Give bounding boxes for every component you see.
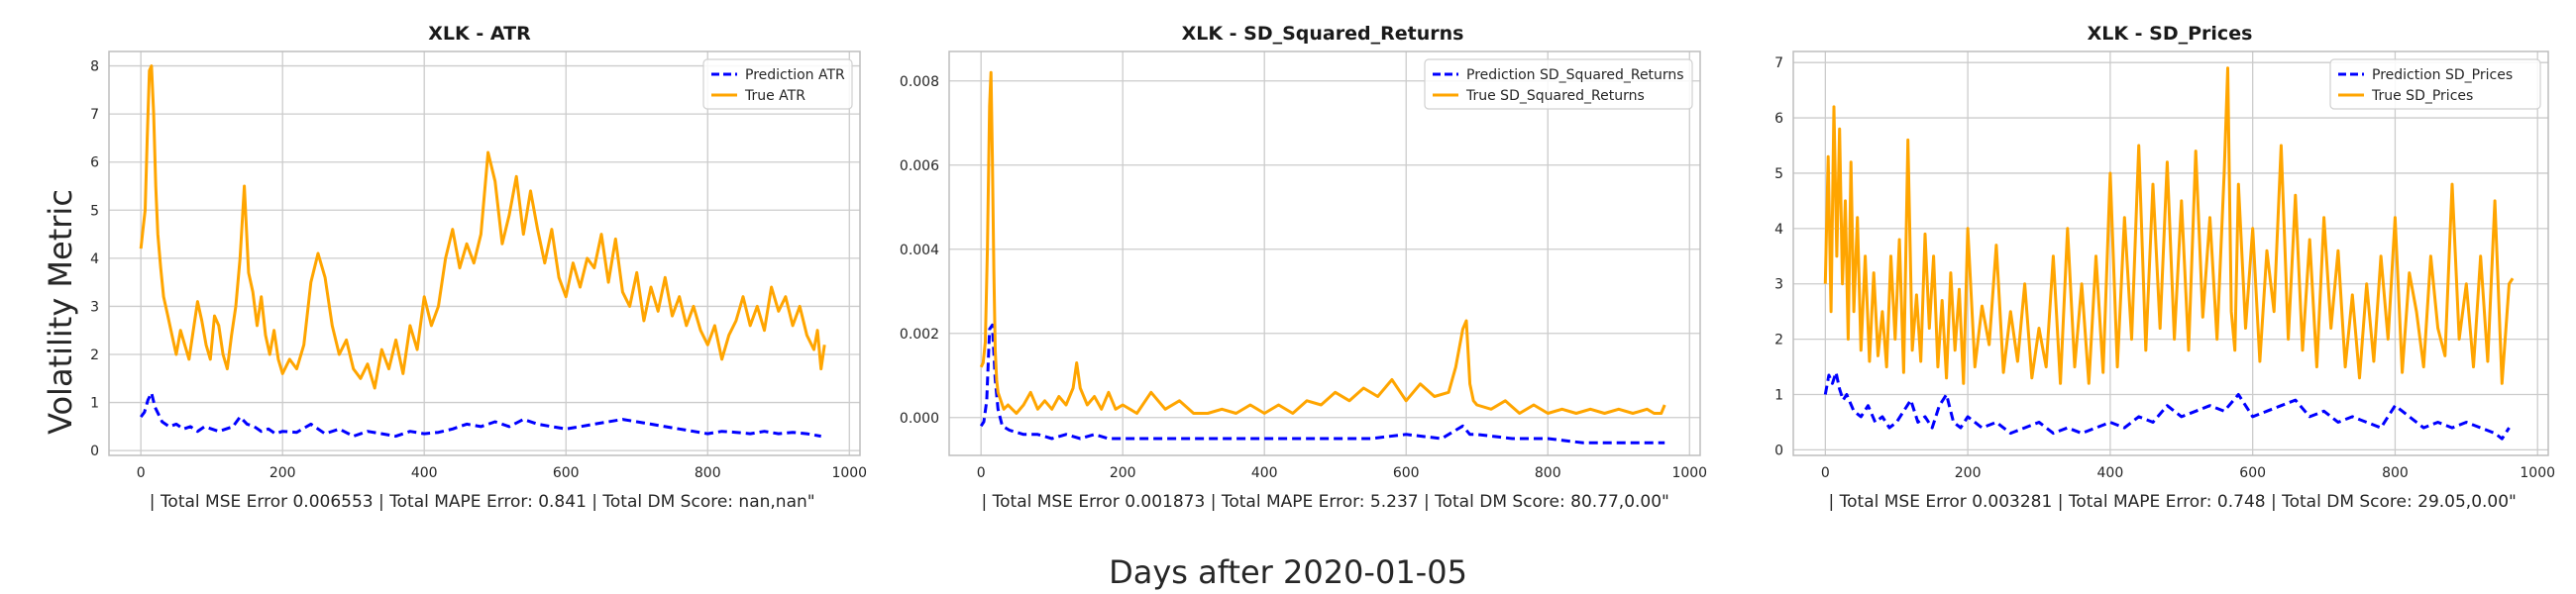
figure-xlabel: Days after 2020-01-05 [1109,553,1467,591]
atr-xtick-label: 800 [695,465,721,481]
chart-panel-sd-prices: XLK - SD_Prices | Total MSE Error 0.0032… [1774,23,2555,512]
sd-squared-returns-ytick-label: 0.002 [900,327,939,343]
sd-squared-returns-xtick-label: 400 [1251,465,1278,481]
figure-ylabel: Volatility Metric [42,189,79,435]
sd-prices-xtick-label: 0 [1821,465,1830,481]
atr-xtick-label: 400 [411,465,438,481]
sd-prices-ytick-label: 4 [1774,222,1783,238]
sd-squared-returns-ytick-label: 0.000 [900,411,939,427]
sd-prices-plot-frame [1792,50,2549,456]
atr-ytick-label: 8 [90,59,99,75]
atr-ytick-label: 7 [90,107,99,123]
sd-prices-ytick-label: 1 [1774,388,1783,404]
sd-squared-returns-legend-label-true: True SD_Squared_Returns [1465,88,1645,104]
sd-prices-ytick-label: 2 [1774,333,1783,348]
sd-prices-ytick-label: 3 [1774,277,1783,293]
atr-ytick-label: 1 [90,396,99,412]
atr-ytick-label: 5 [90,203,99,219]
sd-squared-returns-series-true-line [979,70,1666,415]
chart-title-sd-prices: XLK - SD_Prices [2088,23,2253,45]
atr-legend-label-true: True ATR [744,88,805,104]
sd-squared-returns-ytick-label: 0.004 [900,243,939,258]
sd-prices-series-prediction-line [1823,370,2511,441]
sd-prices-xtick-label: 200 [1955,465,1982,481]
atr-ytick-label: 0 [90,444,99,459]
atr-ytick-label: 3 [90,299,99,315]
sd-squared-returns-legend-box [1424,58,1693,110]
atr-plot-frame [108,50,861,456]
atr-xtick-label: 1000 [831,465,867,481]
sd-prices-ytick-label: 6 [1774,111,1783,127]
sd-prices-ytick-label: 7 [1774,55,1783,71]
atr-legend: Prediction ATR True ATR [702,58,853,110]
sd-prices-xtick-label: 1000 [2520,465,2555,481]
sd-squared-returns-xtick-label: 200 [1110,465,1136,481]
sd-squared-returns-legend: Prediction SD_Squared_Returns True SD_Squ… [1424,58,1693,110]
sd-prices-legend: Prediction SD_Prices True SD_Prices [2329,58,2541,110]
atr-xtick-label: 0 [137,465,146,481]
atr-series-prediction-line [140,391,821,439]
atr-xtick-label: 600 [553,465,580,481]
sd-squared-returns-xtick-label: 800 [1535,465,1561,481]
sd-squared-returns-xtick-label: 600 [1393,465,1420,481]
sd-prices-legend-label-prediction: Prediction SD_Prices [2372,67,2513,83]
sd-prices-xtick-label: 800 [2382,465,2409,481]
sd-squared-returns-legend-label-prediction: Prediction SD_Squared_Returns [1466,67,1684,83]
chart-title-atr: XLK - ATR [428,23,531,45]
chart-panel-atr: XLK - ATR | Total MSE Error 0.006553 | T… [90,23,867,512]
sd-prices-xtick-label: 400 [2097,465,2124,481]
atr-xtick-label: 200 [269,465,296,481]
chart-xlabel-sd-squared-returns: | Total MSE Error 0.001873 | Total MAPE … [976,492,1669,512]
sd-prices-ytick-label: 0 [1774,443,1783,458]
atr-ytick-label: 4 [90,251,99,267]
chart-title-sd-squared-returns: XLK - SD_Squared_Returns [1182,23,1464,45]
sd-squared-returns-ytick-label: 0.006 [900,158,939,174]
chart-xlabel-atr: | Total MSE Error 0.006553 | Total MAPE … [144,492,814,512]
sd-squared-returns-xtick-label: 1000 [1671,465,1707,481]
sd-squared-returns-xtick-label: 0 [977,465,986,481]
atr-ytick-label: 6 [90,155,99,171]
sd-prices-xtick-label: 600 [2239,465,2266,481]
atr-series-true-line [139,64,826,390]
chart-panel-sd-squared-returns: XLK - SD_Squared_Returns | Total MSE Err… [900,23,1707,512]
sd-squared-returns-plot-frame [948,50,1701,456]
sd-squared-returns-series-prediction-line [979,323,1665,445]
sd-prices-ytick-label: 5 [1774,166,1783,182]
atr-legend-label-prediction: Prediction ATR [745,67,845,83]
atr-ytick-label: 2 [90,347,99,363]
sd-prices-legend-label-true: True SD_Prices [2371,88,2473,104]
sd-prices-series-true-line [1823,66,2515,385]
sd-prices-legend-box [2329,58,2541,110]
sd-squared-returns-ytick-label: 0.008 [900,74,939,90]
atr-legend-box [702,58,853,110]
chart-xlabel-sd-prices: | Total MSE Error 0.003281 | Total MAPE … [1823,492,2517,512]
